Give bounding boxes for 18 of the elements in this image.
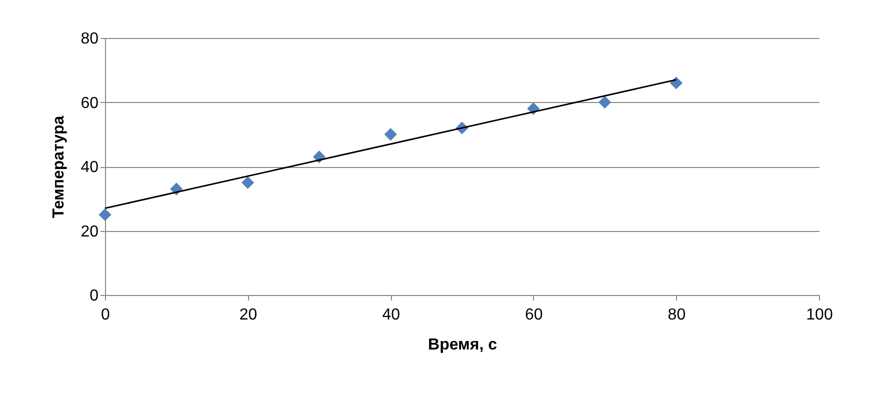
x-tick-label: 80 (668, 306, 686, 324)
x-tick-label: 0 (101, 306, 110, 324)
point (98, 208, 112, 222)
point (670, 76, 683, 90)
point (241, 176, 254, 189)
x-tick-label: 20 (239, 306, 258, 324)
y-tick-label: 40 (80, 159, 99, 176)
point (598, 96, 612, 109)
x-axis-title: Время, с (428, 336, 498, 354)
x-tick-label: 100 (806, 306, 833, 324)
y-tick-label: 0 (90, 288, 99, 304)
x-tick-label: 40 (382, 306, 400, 324)
y-axis-title: Температура (50, 116, 68, 218)
y-tick-label: 80 (80, 30, 99, 48)
x-tick-label: 60 (525, 306, 543, 324)
point (384, 128, 397, 141)
y-tick-label: 20 (80, 223, 99, 240)
y-tick-label: 60 (80, 94, 99, 112)
